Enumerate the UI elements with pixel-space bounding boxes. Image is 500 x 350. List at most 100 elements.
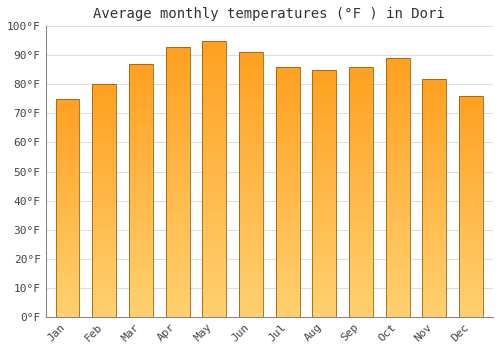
Bar bbox=[422, 228, 446, 230]
Bar bbox=[202, 244, 226, 248]
Bar bbox=[349, 195, 373, 198]
Bar bbox=[386, 91, 409, 94]
Bar bbox=[459, 184, 483, 187]
Bar bbox=[349, 229, 373, 232]
Bar bbox=[349, 214, 373, 217]
Bar bbox=[129, 279, 153, 282]
Bar bbox=[276, 226, 299, 229]
Bar bbox=[202, 162, 226, 165]
Bar bbox=[312, 73, 336, 76]
Bar bbox=[386, 291, 409, 294]
Bar bbox=[349, 86, 373, 89]
Bar bbox=[129, 168, 153, 172]
Bar bbox=[459, 223, 483, 226]
Bar bbox=[459, 118, 483, 121]
Bar bbox=[386, 152, 409, 155]
Bar bbox=[422, 141, 446, 144]
Bar bbox=[239, 155, 263, 158]
Bar bbox=[239, 228, 263, 231]
Bar bbox=[312, 277, 336, 280]
Bar bbox=[276, 261, 299, 264]
Bar bbox=[422, 159, 446, 162]
Bar bbox=[56, 145, 80, 148]
Bar bbox=[92, 296, 116, 299]
Bar bbox=[312, 169, 336, 172]
Bar bbox=[349, 201, 373, 204]
Bar bbox=[56, 281, 80, 284]
Bar bbox=[459, 140, 483, 143]
Bar bbox=[202, 131, 226, 134]
Bar bbox=[166, 145, 190, 148]
Bar bbox=[129, 149, 153, 153]
Bar bbox=[276, 67, 299, 70]
Bar bbox=[202, 106, 226, 110]
Bar bbox=[422, 156, 446, 159]
Bar bbox=[386, 191, 409, 194]
Bar bbox=[386, 172, 409, 175]
Bar bbox=[56, 202, 80, 205]
Bar bbox=[386, 175, 409, 178]
Bar bbox=[276, 295, 299, 298]
Bar bbox=[56, 194, 80, 197]
Bar bbox=[459, 253, 483, 256]
Bar bbox=[56, 295, 80, 298]
Bar bbox=[386, 233, 409, 236]
Bar bbox=[386, 94, 409, 97]
Bar bbox=[129, 102, 153, 105]
Bar bbox=[386, 301, 409, 304]
Bar bbox=[312, 116, 336, 119]
Bar bbox=[56, 137, 80, 140]
Bar bbox=[349, 83, 373, 86]
Bar bbox=[386, 201, 409, 204]
Bar bbox=[56, 227, 80, 230]
Bar bbox=[56, 289, 80, 292]
Bar bbox=[239, 261, 263, 264]
Bar bbox=[349, 186, 373, 189]
Bar bbox=[202, 62, 226, 65]
Bar bbox=[92, 192, 116, 195]
Bar bbox=[129, 105, 153, 108]
Bar bbox=[166, 175, 190, 178]
Bar bbox=[459, 292, 483, 295]
Bar bbox=[92, 218, 116, 221]
Bar bbox=[129, 310, 153, 314]
Bar bbox=[202, 58, 226, 62]
Bar bbox=[312, 122, 336, 125]
Bar bbox=[129, 175, 153, 178]
Bar bbox=[166, 80, 190, 84]
Bar bbox=[349, 79, 373, 83]
Bar bbox=[202, 251, 226, 255]
Bar bbox=[312, 237, 336, 240]
Bar bbox=[276, 126, 299, 130]
Bar bbox=[56, 124, 80, 126]
Bar bbox=[92, 314, 116, 317]
Bar bbox=[312, 144, 336, 147]
Bar bbox=[276, 182, 299, 186]
Bar bbox=[386, 149, 409, 152]
Bar bbox=[422, 111, 446, 114]
Bar bbox=[56, 208, 80, 211]
Bar bbox=[56, 156, 80, 159]
Bar bbox=[92, 201, 116, 203]
Bar bbox=[56, 273, 80, 276]
Bar bbox=[422, 186, 446, 189]
Bar bbox=[166, 209, 190, 212]
Bar bbox=[349, 258, 373, 261]
Bar bbox=[202, 224, 226, 227]
Bar bbox=[202, 51, 226, 55]
Bar bbox=[129, 285, 153, 288]
Bar bbox=[166, 188, 190, 192]
Bar bbox=[459, 237, 483, 239]
Bar bbox=[239, 125, 263, 128]
Bar bbox=[166, 151, 190, 155]
Bar bbox=[92, 128, 116, 131]
Bar bbox=[422, 230, 446, 233]
Bar bbox=[349, 251, 373, 254]
Bar bbox=[349, 282, 373, 286]
Bar bbox=[239, 122, 263, 125]
Bar bbox=[129, 292, 153, 295]
Bar bbox=[239, 221, 263, 224]
Bar bbox=[459, 286, 483, 289]
Bar bbox=[239, 188, 263, 191]
Bar bbox=[312, 79, 336, 82]
